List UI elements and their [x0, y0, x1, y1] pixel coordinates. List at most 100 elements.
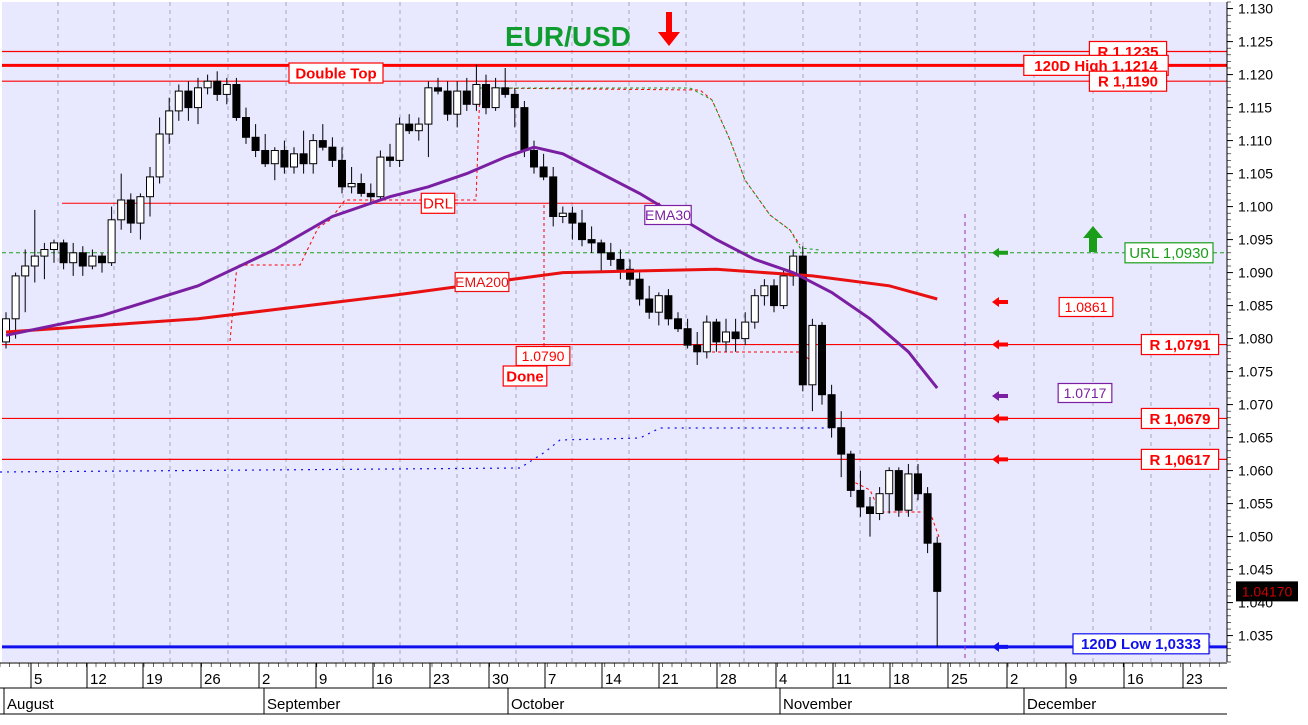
candle-body	[702, 321, 711, 353]
candle-body	[21, 265, 30, 277]
candle-body	[904, 473, 913, 511]
candle	[558, 206, 567, 224]
candle	[491, 77, 500, 111]
candle-body	[741, 321, 750, 340]
candle	[261, 134, 270, 167]
candle	[462, 77, 471, 111]
candle	[290, 147, 298, 174]
candle-body	[40, 249, 49, 257]
candle-body	[376, 156, 385, 198]
url-arrow-icon	[992, 247, 1008, 258]
trailing-stop-line	[480, 87, 821, 251]
candle-body	[280, 150, 289, 168]
candle	[136, 193, 145, 240]
candle-body	[866, 506, 874, 514]
ema200-line	[5, 267, 938, 334]
candle	[894, 467, 903, 517]
candle-body	[50, 242, 58, 250]
candle-body	[242, 117, 250, 138]
done-value-label-text: 1.0790	[522, 348, 565, 364]
x-tick-label: 28	[720, 671, 737, 688]
candle	[405, 114, 414, 134]
x-tick-label: 16	[376, 671, 393, 688]
y-tick-label: 1.065	[1238, 430, 1273, 446]
candle-body	[309, 140, 318, 165]
candle	[318, 124, 327, 151]
candle-body	[338, 159, 346, 188]
url-label: URL 1,0930	[1124, 242, 1214, 264]
candle-body	[184, 90, 193, 109]
candle	[702, 315, 711, 359]
candle	[693, 332, 702, 365]
plot-background	[2, 2, 1227, 662]
candle	[587, 226, 596, 253]
candle-body	[232, 84, 241, 118]
y-tick-label: 1.100	[1238, 199, 1273, 215]
level-label: R 1,1190	[1088, 70, 1168, 92]
candle-body	[635, 278, 644, 300]
candle-body	[664, 295, 673, 320]
x-axis-panel	[0, 662, 1227, 720]
y-tick-label: 1.045	[1238, 562, 1273, 578]
candle	[770, 279, 778, 313]
candle	[510, 87, 519, 128]
y-tick-label: 1.055	[1238, 496, 1273, 512]
y-tick-label: 1.110	[1238, 133, 1272, 149]
level-label-text: R 1,0679	[1150, 411, 1211, 428]
ema200-arrow-icon	[992, 297, 1008, 307]
candle-body	[491, 87, 500, 109]
candle	[549, 167, 558, 227]
y-tick-label: 1.070	[1238, 397, 1273, 413]
ema30-label-text: EMA30	[645, 207, 691, 223]
url-label-text: URL 1,0930	[1129, 245, 1209, 262]
done-label-box	[502, 365, 548, 387]
y-tick-label: 1.060	[1238, 463, 1273, 479]
candle-body	[510, 93, 519, 109]
candle	[453, 81, 462, 128]
candle-body	[616, 258, 625, 270]
candle	[779, 269, 788, 309]
candle	[107, 206, 116, 266]
down-arrow-icon	[658, 12, 680, 46]
candle	[482, 74, 490, 115]
candle-body	[549, 176, 558, 217]
candle-body	[136, 196, 145, 224]
done-label-text: Done	[506, 368, 544, 385]
ema200-label-text: EMA200	[455, 274, 509, 290]
candle-body	[414, 123, 423, 132]
y-tick-label: 1.130	[1238, 1, 1273, 17]
candle	[50, 239, 58, 263]
candle-body	[107, 219, 116, 264]
level-label: R 1,0791	[1140, 333, 1220, 356]
x-tick-label: 19	[146, 671, 163, 688]
candle-body	[424, 87, 433, 125]
candle-body	[779, 275, 788, 307]
candle	[808, 318, 817, 412]
candle-body	[875, 493, 884, 515]
candle-body	[885, 470, 894, 495]
candle	[933, 536, 942, 647]
level-label-text: R 1,0791	[1150, 337, 1211, 354]
candle	[664, 289, 673, 326]
candle	[309, 134, 318, 174]
candle-body	[328, 146, 337, 161]
x-tick-label: 11	[836, 671, 852, 688]
candle-body	[59, 242, 68, 264]
candle-body	[606, 252, 615, 260]
double-top-label-text: Double Top	[295, 65, 376, 82]
y-tick-label: 1.105	[1238, 166, 1273, 182]
level-label-box	[1140, 448, 1220, 470]
candle-body	[290, 153, 298, 168]
candle-body	[722, 331, 730, 343]
candle-body	[914, 473, 922, 495]
candle-body	[69, 252, 78, 264]
candle-body	[222, 84, 231, 95]
candle	[117, 173, 126, 230]
candle-body	[482, 84, 490, 109]
done-value-label: 1.0790	[515, 345, 571, 367]
resistance-arrow-icon	[992, 454, 1008, 465]
x-tick-label: 26	[204, 671, 221, 688]
candle-body	[11, 275, 20, 320]
candle	[251, 124, 260, 158]
x-tick-label: 30	[492, 671, 509, 688]
